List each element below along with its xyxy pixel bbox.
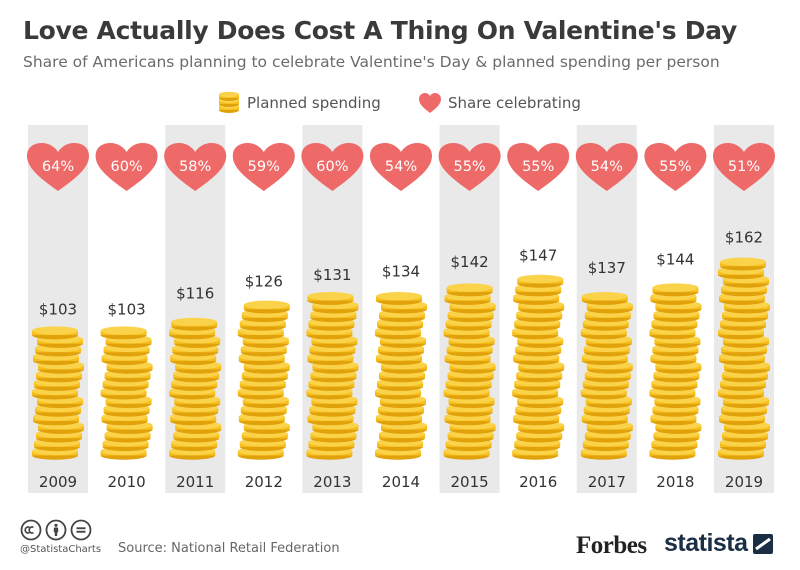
column-2013: 60% $131 2013	[301, 125, 364, 493]
spending-label: $162	[725, 228, 763, 246]
legend-item-share: Share celebrating	[418, 90, 581, 116]
heart-icon	[713, 143, 775, 191]
share-heart: 55%	[507, 143, 570, 191]
forbes-logo: Forbes	[576, 532, 647, 559]
statista-logo: statista	[664, 529, 773, 558]
column-2010: 60% $103 2010	[95, 143, 158, 491]
statista-handle: @StatistaCharts	[20, 544, 102, 555]
share-heart: 59%	[232, 143, 295, 191]
column-2016: 55% $147 2016	[507, 143, 570, 491]
spending-label: $131	[313, 266, 351, 284]
coin-stack	[237, 300, 290, 460]
year-label: 2013	[313, 473, 351, 491]
column-2012: 59% $126 2012	[232, 143, 295, 491]
heart-icon	[27, 143, 89, 191]
legend: Planned spending Share celebrating	[0, 90, 800, 116]
coin-stack-icon	[219, 91, 239, 113]
year-label: 2017	[588, 473, 626, 491]
year-label: 2015	[451, 473, 489, 491]
spending-label: $147	[519, 247, 557, 265]
share-label: 51%	[728, 159, 760, 175]
heart-icon	[575, 143, 638, 191]
cc-icon	[20, 519, 42, 541]
share-label: 55%	[453, 159, 485, 175]
year-label: 2019	[725, 473, 763, 491]
statista-mark-icon	[752, 533, 773, 554]
column-2017: 54% $137 2017	[575, 125, 638, 493]
legend-label-share: Share celebrating	[448, 94, 581, 112]
footer-left: @StatistaCharts	[20, 519, 101, 555]
share-heart: 55%	[438, 143, 501, 191]
license-icons	[20, 519, 101, 541]
spending-label: $134	[382, 263, 420, 281]
share-heart: 54%	[575, 143, 638, 191]
spending-label: $126	[245, 272, 283, 290]
heart-icon	[301, 143, 364, 191]
source-note: Source: National Retail Federation	[118, 541, 340, 556]
coin-stack	[512, 274, 565, 460]
share-heart: 64%	[27, 143, 89, 191]
year-label: 2016	[519, 473, 557, 491]
heart-icon	[95, 143, 158, 191]
column-2019: 51% $162 2019	[713, 125, 775, 493]
by-icon	[45, 519, 67, 541]
chart-subtitle: Share of Americans planning to celebrate…	[23, 53, 720, 71]
year-label: 2018	[656, 473, 694, 491]
coin-stack	[169, 317, 222, 460]
column-2018: 55% $144 2018	[644, 143, 707, 491]
share-heart: 60%	[95, 143, 158, 191]
year-label: 2010	[108, 473, 146, 491]
share-label: 54%	[591, 159, 623, 175]
share-heart: 54%	[370, 143, 432, 191]
chart-title: Love Actually Does Cost A Thing On Valen…	[23, 16, 737, 45]
statista-logo-text: statista	[664, 529, 748, 557]
heart-icon	[507, 143, 570, 191]
nd-icon	[70, 519, 92, 541]
year-label: 2009	[39, 473, 77, 491]
share-label: 58%	[179, 159, 211, 175]
coin-stack	[306, 292, 359, 460]
spending-label: $103	[39, 300, 77, 318]
heart-icon	[370, 143, 432, 191]
coin-stack	[32, 326, 84, 460]
column-2011: 58% $116 2011	[164, 125, 227, 493]
heart-icon	[644, 143, 707, 191]
coin-stack	[375, 292, 427, 460]
share-label: 64%	[42, 159, 74, 175]
heart-icon	[438, 143, 501, 191]
year-label: 2012	[245, 473, 283, 491]
share-label: 59%	[248, 159, 280, 175]
heart-icon	[164, 143, 227, 191]
share-heart: 55%	[644, 143, 707, 191]
share-heart: 51%	[713, 143, 775, 191]
column-2014: 54% $134 2014	[370, 143, 432, 491]
coin-stack	[580, 292, 633, 460]
column-2015: 55% $142 2015	[438, 125, 501, 493]
share-heart: 60%	[301, 143, 364, 191]
spending-label: $116	[176, 284, 214, 302]
spending-label: $142	[451, 253, 489, 271]
heart-icon	[419, 93, 441, 113]
share-label: 60%	[316, 159, 348, 175]
spending-label: $144	[656, 250, 694, 268]
legend-item-spending: Planned spending	[217, 90, 381, 116]
year-label: 2014	[382, 473, 420, 491]
legend-label-spending: Planned spending	[247, 94, 381, 112]
heart-icon	[232, 143, 295, 191]
spending-label: $103	[108, 300, 146, 318]
year-label: 2011	[176, 473, 214, 491]
coin-stack	[100, 326, 153, 460]
share-label: 55%	[659, 159, 691, 175]
column-2009: 64% $103 2009	[27, 125, 89, 493]
coin-stack	[718, 257, 770, 460]
coin-stack	[649, 283, 702, 460]
share-label: 54%	[385, 159, 417, 175]
share-label: 55%	[522, 159, 554, 175]
coin-stack	[443, 283, 496, 460]
share-label: 60%	[110, 159, 142, 175]
share-heart: 58%	[164, 143, 227, 191]
spending-label: $137	[588, 259, 626, 277]
